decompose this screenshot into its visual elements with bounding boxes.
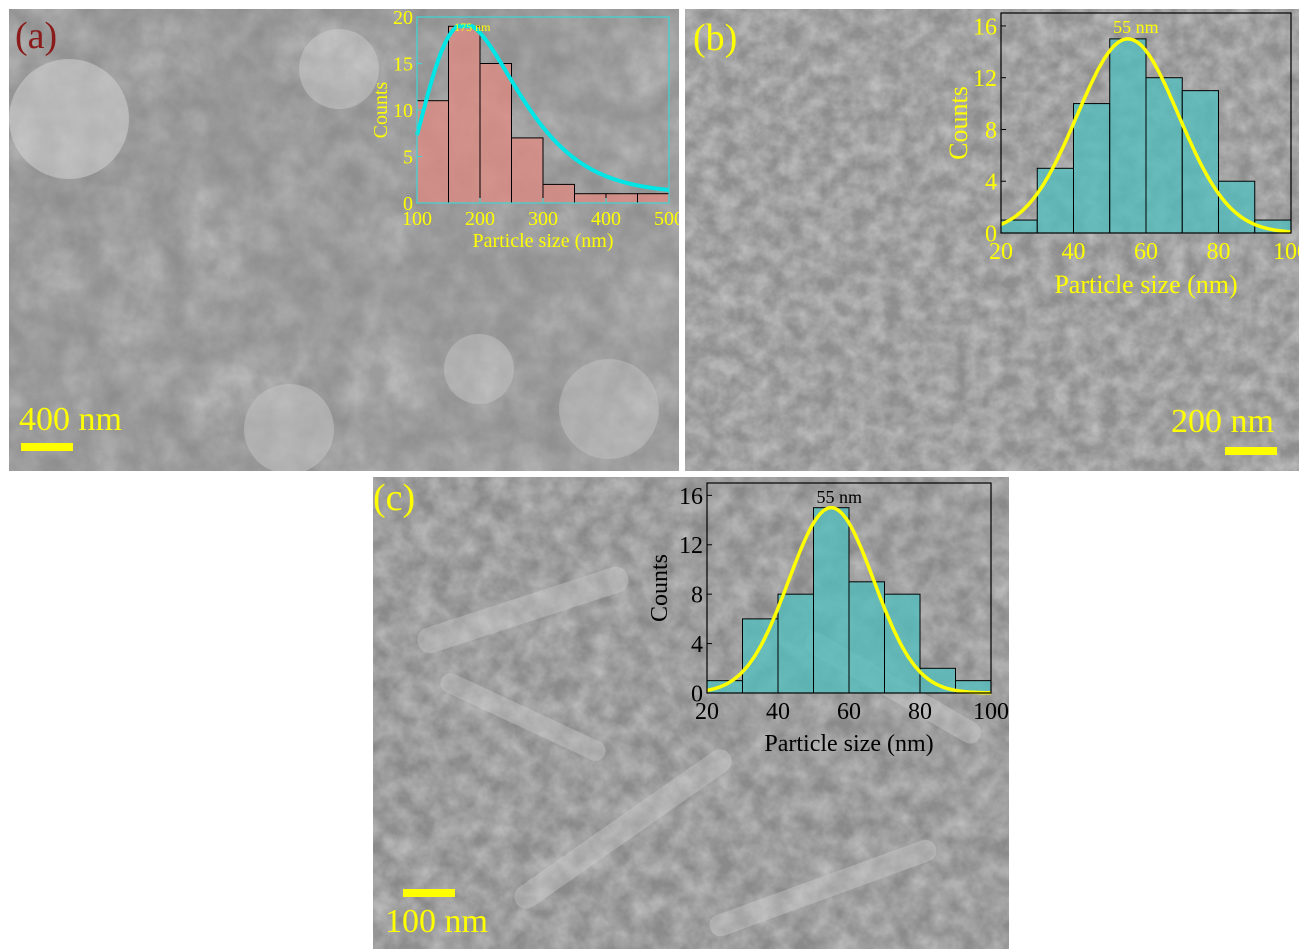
y-tick-label: 12 xyxy=(679,533,703,559)
panel-label-a: (a) xyxy=(15,15,58,57)
histogram-bar xyxy=(542,183,575,204)
y-tick-label: 8 xyxy=(985,118,997,144)
histogram-svg-a: 100 200 300 400 500 0 5 10 15 20 Particle size (nm… xyxy=(370,9,679,252)
scale-bar-c xyxy=(403,889,455,897)
y-tick-label: 12 xyxy=(973,66,997,92)
y-axis-label: Counts xyxy=(647,554,673,622)
x-tick-label: 300 xyxy=(528,208,558,230)
x-tick-label: 80 xyxy=(1207,239,1231,265)
histogram-bar xyxy=(706,680,743,694)
x-axis-label: Particle size (nm) xyxy=(1054,270,1237,299)
x-tick-label: 100 xyxy=(402,208,432,230)
sem-panel-b: (b) 200 nm 20 40 60 80 100 0 4 8 12 16 Particle si… xyxy=(685,9,1299,471)
histogram-bar xyxy=(448,25,481,204)
x-tick-label: 40 xyxy=(766,699,790,725)
panel-label-b: (b) xyxy=(693,17,738,59)
fit-curve xyxy=(706,505,991,695)
histogram-bar xyxy=(777,593,814,694)
scale-bar-b xyxy=(1225,447,1277,455)
histogram-bar xyxy=(511,137,544,204)
sem-image-a xyxy=(9,9,679,471)
x-tick-label: 80 xyxy=(908,699,932,725)
peak-annotation: 175 nm xyxy=(454,20,491,34)
y-tick-label: 16 xyxy=(679,484,703,510)
histogram-inset-c: 20 40 60 80 100 0 4 8 12 16 Particle size (nm) Coun… xyxy=(643,477,1009,767)
histogram-bar xyxy=(813,507,850,694)
y-axis-label: Counts xyxy=(370,81,392,138)
panel-label-c: (c) xyxy=(373,477,416,519)
y-tick-label: 0 xyxy=(403,193,413,215)
histogram-inset-b: 20 40 60 80 100 0 4 8 12 16 Particle size (nm) Coun… xyxy=(944,9,1299,309)
y-tick-label: 8 xyxy=(691,583,703,609)
peak-annotation: 55 nm xyxy=(1113,17,1159,37)
x-axis-label: Particle size (nm) xyxy=(472,230,613,252)
x-tick-label: 20 xyxy=(695,699,719,725)
histogram-bar xyxy=(1109,38,1147,234)
peak-annotation: 55 nm xyxy=(816,487,862,507)
scale-bar-text-c: 100 nm xyxy=(385,903,488,940)
histogram-inset-a: 100 200 300 400 500 0 5 10 15 20 Particle size (nm… xyxy=(369,9,679,269)
sem-image-b xyxy=(685,9,1299,471)
y-axis-label: Counts xyxy=(944,86,973,160)
fit-curve xyxy=(415,24,670,192)
y-tick-label: 16 xyxy=(973,14,997,40)
scale-bar-text-a: 400 nm xyxy=(19,401,122,438)
scale-bar-a xyxy=(21,443,73,451)
histogram-bar xyxy=(1218,180,1256,234)
x-tick-label: 400 xyxy=(591,208,621,230)
histogram-bar xyxy=(1145,77,1183,234)
x-tick-label: 500 xyxy=(654,208,679,230)
x-tick-label: 20 xyxy=(989,239,1013,265)
x-tick-label: 100 xyxy=(1273,239,1299,265)
x-tick-label: 40 xyxy=(1062,239,1086,265)
scale-bar-text-b: 200 nm xyxy=(1171,403,1274,440)
histogram-bar xyxy=(479,63,512,204)
x-tick-label: 60 xyxy=(1134,239,1158,265)
fit-curve xyxy=(1000,37,1292,234)
histogram-bar xyxy=(1036,167,1074,234)
histogram-bar xyxy=(637,193,670,204)
x-tick-label: 60 xyxy=(837,699,861,725)
sem-panel-c: (c) 100 nm 20 40 60 80 100 0 4 8 12 16 Particle si… xyxy=(373,477,1009,949)
y-tick-label: 4 xyxy=(691,632,703,658)
sem-panel-a: (a) 400 nm 100 200 300 400 500 0 5 10 15 20 Partic… xyxy=(9,9,679,471)
x-tick-label: 200 xyxy=(465,208,495,230)
y-tick-label: 20 xyxy=(393,9,413,29)
histogram-bar xyxy=(742,618,779,694)
y-tick-label: 10 xyxy=(393,100,413,122)
y-tick-label: 4 xyxy=(985,170,997,196)
histogram-bar xyxy=(1073,103,1111,234)
histogram-bar xyxy=(605,193,638,204)
histogram-bar xyxy=(574,193,607,204)
y-tick-label: 15 xyxy=(393,54,413,76)
y-tick-label: 0 xyxy=(691,681,703,707)
x-axis-label: Particle size (nm) xyxy=(764,731,933,757)
y-tick-label: 0 xyxy=(985,221,997,247)
histogram-bar xyxy=(848,581,885,694)
histogram-svg-c: 20 40 60 80 100 0 4 8 12 16 Particle size (nm) Coun… xyxy=(647,482,1009,757)
x-tick-label: 100 xyxy=(973,699,1009,725)
histogram-svg-b: 20 40 60 80 100 0 4 8 12 16 Particle size (nm) Coun… xyxy=(944,12,1299,299)
y-tick-label: 5 xyxy=(403,147,413,169)
